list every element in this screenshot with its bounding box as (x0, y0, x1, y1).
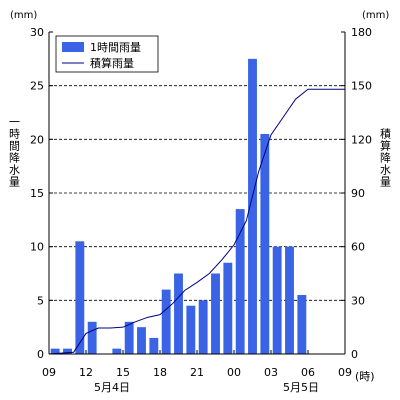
left-tick-label: 10 (30, 241, 44, 254)
legend-line-label: 積算雨量 (90, 56, 134, 70)
bar (198, 300, 208, 354)
bar (63, 348, 72, 354)
legend-bar-swatch (62, 42, 84, 52)
x-tick-label: 12 (79, 366, 93, 379)
cumulative-line (48, 88, 345, 355)
bar (211, 273, 220, 354)
legend: 1時間雨量 積算雨量 (55, 35, 159, 73)
date-label-day2: 5月5日 (283, 381, 319, 394)
right-tick-label: 90 (351, 187, 365, 200)
left-tick-label: 20 (30, 133, 44, 146)
bar (50, 348, 60, 354)
grid-lines (49, 85, 345, 301)
legend-bar-label: 1時間雨量 (90, 41, 141, 54)
bar (161, 289, 171, 354)
x-tick-label: 18 (153, 366, 167, 379)
bar (235, 209, 245, 354)
x-tick-label: 00 (227, 366, 241, 379)
right-tick-label: 180 (351, 26, 372, 39)
right-axis-unit: (mm) (362, 10, 389, 21)
left-tick-label: 25 (30, 80, 44, 93)
left-axis-unit: (mm) (10, 10, 37, 21)
left-axis-ticks: 0 5 10 15 20 25 30 (30, 26, 53, 361)
x-tick-label: 09 (338, 366, 352, 379)
left-tick-label: 0 (37, 348, 44, 361)
date-label-day1: 5月4日 (94, 381, 130, 394)
x-axis-ticks: 09 12 15 18 21 00 03 06 09 (42, 350, 352, 379)
left-tick-label: 30 (30, 26, 44, 39)
x-tick-label: 15 (116, 366, 130, 379)
bar (75, 241, 85, 354)
bar (87, 321, 97, 354)
bar (297, 294, 307, 354)
x-tick-label: 21 (190, 366, 204, 379)
bar (260, 133, 270, 354)
bar-series (50, 58, 307, 354)
bar (223, 262, 233, 354)
bar (112, 348, 122, 354)
left-axis-label: 一時間降水量 (8, 116, 21, 188)
right-axis-ticks: 0 30 60 90 120 150 180 (341, 26, 372, 361)
left-tick-label: 15 (30, 187, 44, 200)
x-tick-label: 09 (42, 366, 56, 379)
left-tick-label: 5 (37, 294, 44, 307)
right-axis-label: 積算降水量 (379, 127, 392, 188)
right-tick-label: 0 (351, 348, 358, 361)
right-tick-label: 30 (351, 294, 365, 307)
bar (248, 58, 257, 354)
x-axis-unit: (時) (355, 370, 375, 383)
x-tick-label: 06 (301, 366, 315, 379)
right-tick-label: 150 (351, 80, 372, 93)
bar (149, 337, 159, 354)
right-tick-label: 120 (351, 133, 372, 146)
bar (124, 321, 134, 354)
right-tick-label: 60 (351, 241, 365, 254)
x-tick-label: 03 (264, 366, 278, 379)
bar (272, 246, 282, 354)
bar (186, 305, 196, 354)
bar (285, 246, 294, 354)
bar (174, 273, 183, 354)
bar (137, 327, 146, 354)
